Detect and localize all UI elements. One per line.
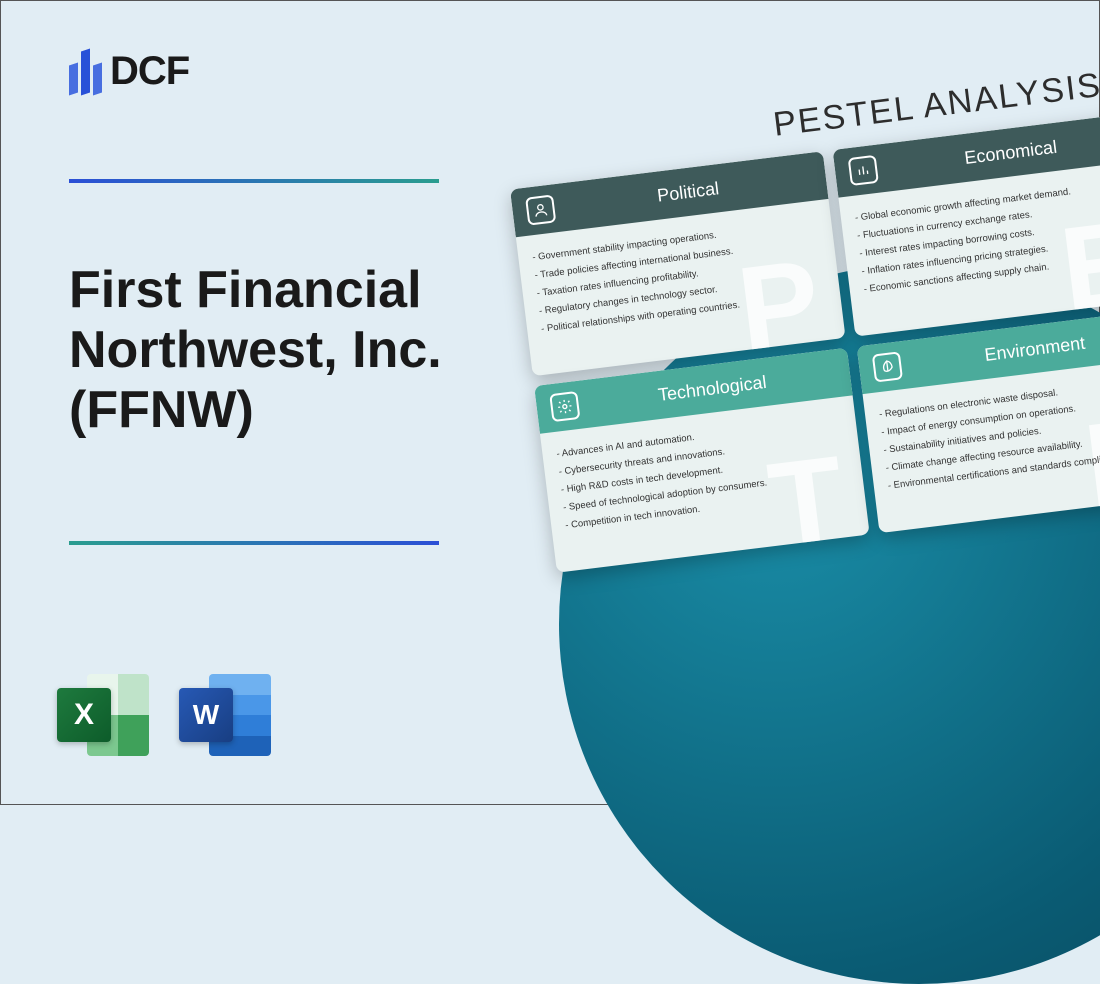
logo-text: DCF	[110, 49, 189, 94]
pestel-card-environment: EnvironmentERegulations on electronic wa…	[857, 308, 1100, 533]
divider-bottom	[69, 541, 439, 545]
word-icon: W	[179, 670, 271, 760]
pestel-item-list: Global economic growth affecting market …	[854, 175, 1100, 300]
pestel-card-political: PoliticalPGovernment stability impacting…	[510, 151, 846, 376]
pestel-item-list: Regulations on electronic waste disposal…	[878, 371, 1100, 496]
pestel-card-label: Environment	[910, 323, 1100, 374]
excel-letter: X	[74, 698, 94, 732]
page-title: First Financial Northwest, Inc. (FFNW)	[69, 261, 509, 440]
bars-icon	[848, 155, 879, 186]
divider-top	[69, 179, 439, 183]
excel-icon: X	[57, 670, 149, 760]
pestel-card-economical: EconomicalEGlobal economic growth affect…	[833, 112, 1100, 337]
pestel-item-list: Government stability impacting operation…	[531, 214, 827, 339]
file-icons-row: X W	[57, 670, 271, 760]
leaf-icon	[872, 351, 903, 382]
gear-icon	[549, 391, 580, 422]
logo-bars-icon	[69, 50, 102, 94]
pestel-panel: PESTEL ANALYSIS PoliticalPGovernment sta…	[504, 61, 1100, 573]
pestel-card-technological: TechnologicalTAdvances in AI and automat…	[534, 348, 870, 573]
pestel-item-list: Advances in AI and automation.Cybersecur…	[556, 411, 852, 536]
dcf-logo: DCF	[69, 49, 189, 94]
person-icon	[525, 194, 556, 225]
word-letter: W	[193, 699, 219, 731]
